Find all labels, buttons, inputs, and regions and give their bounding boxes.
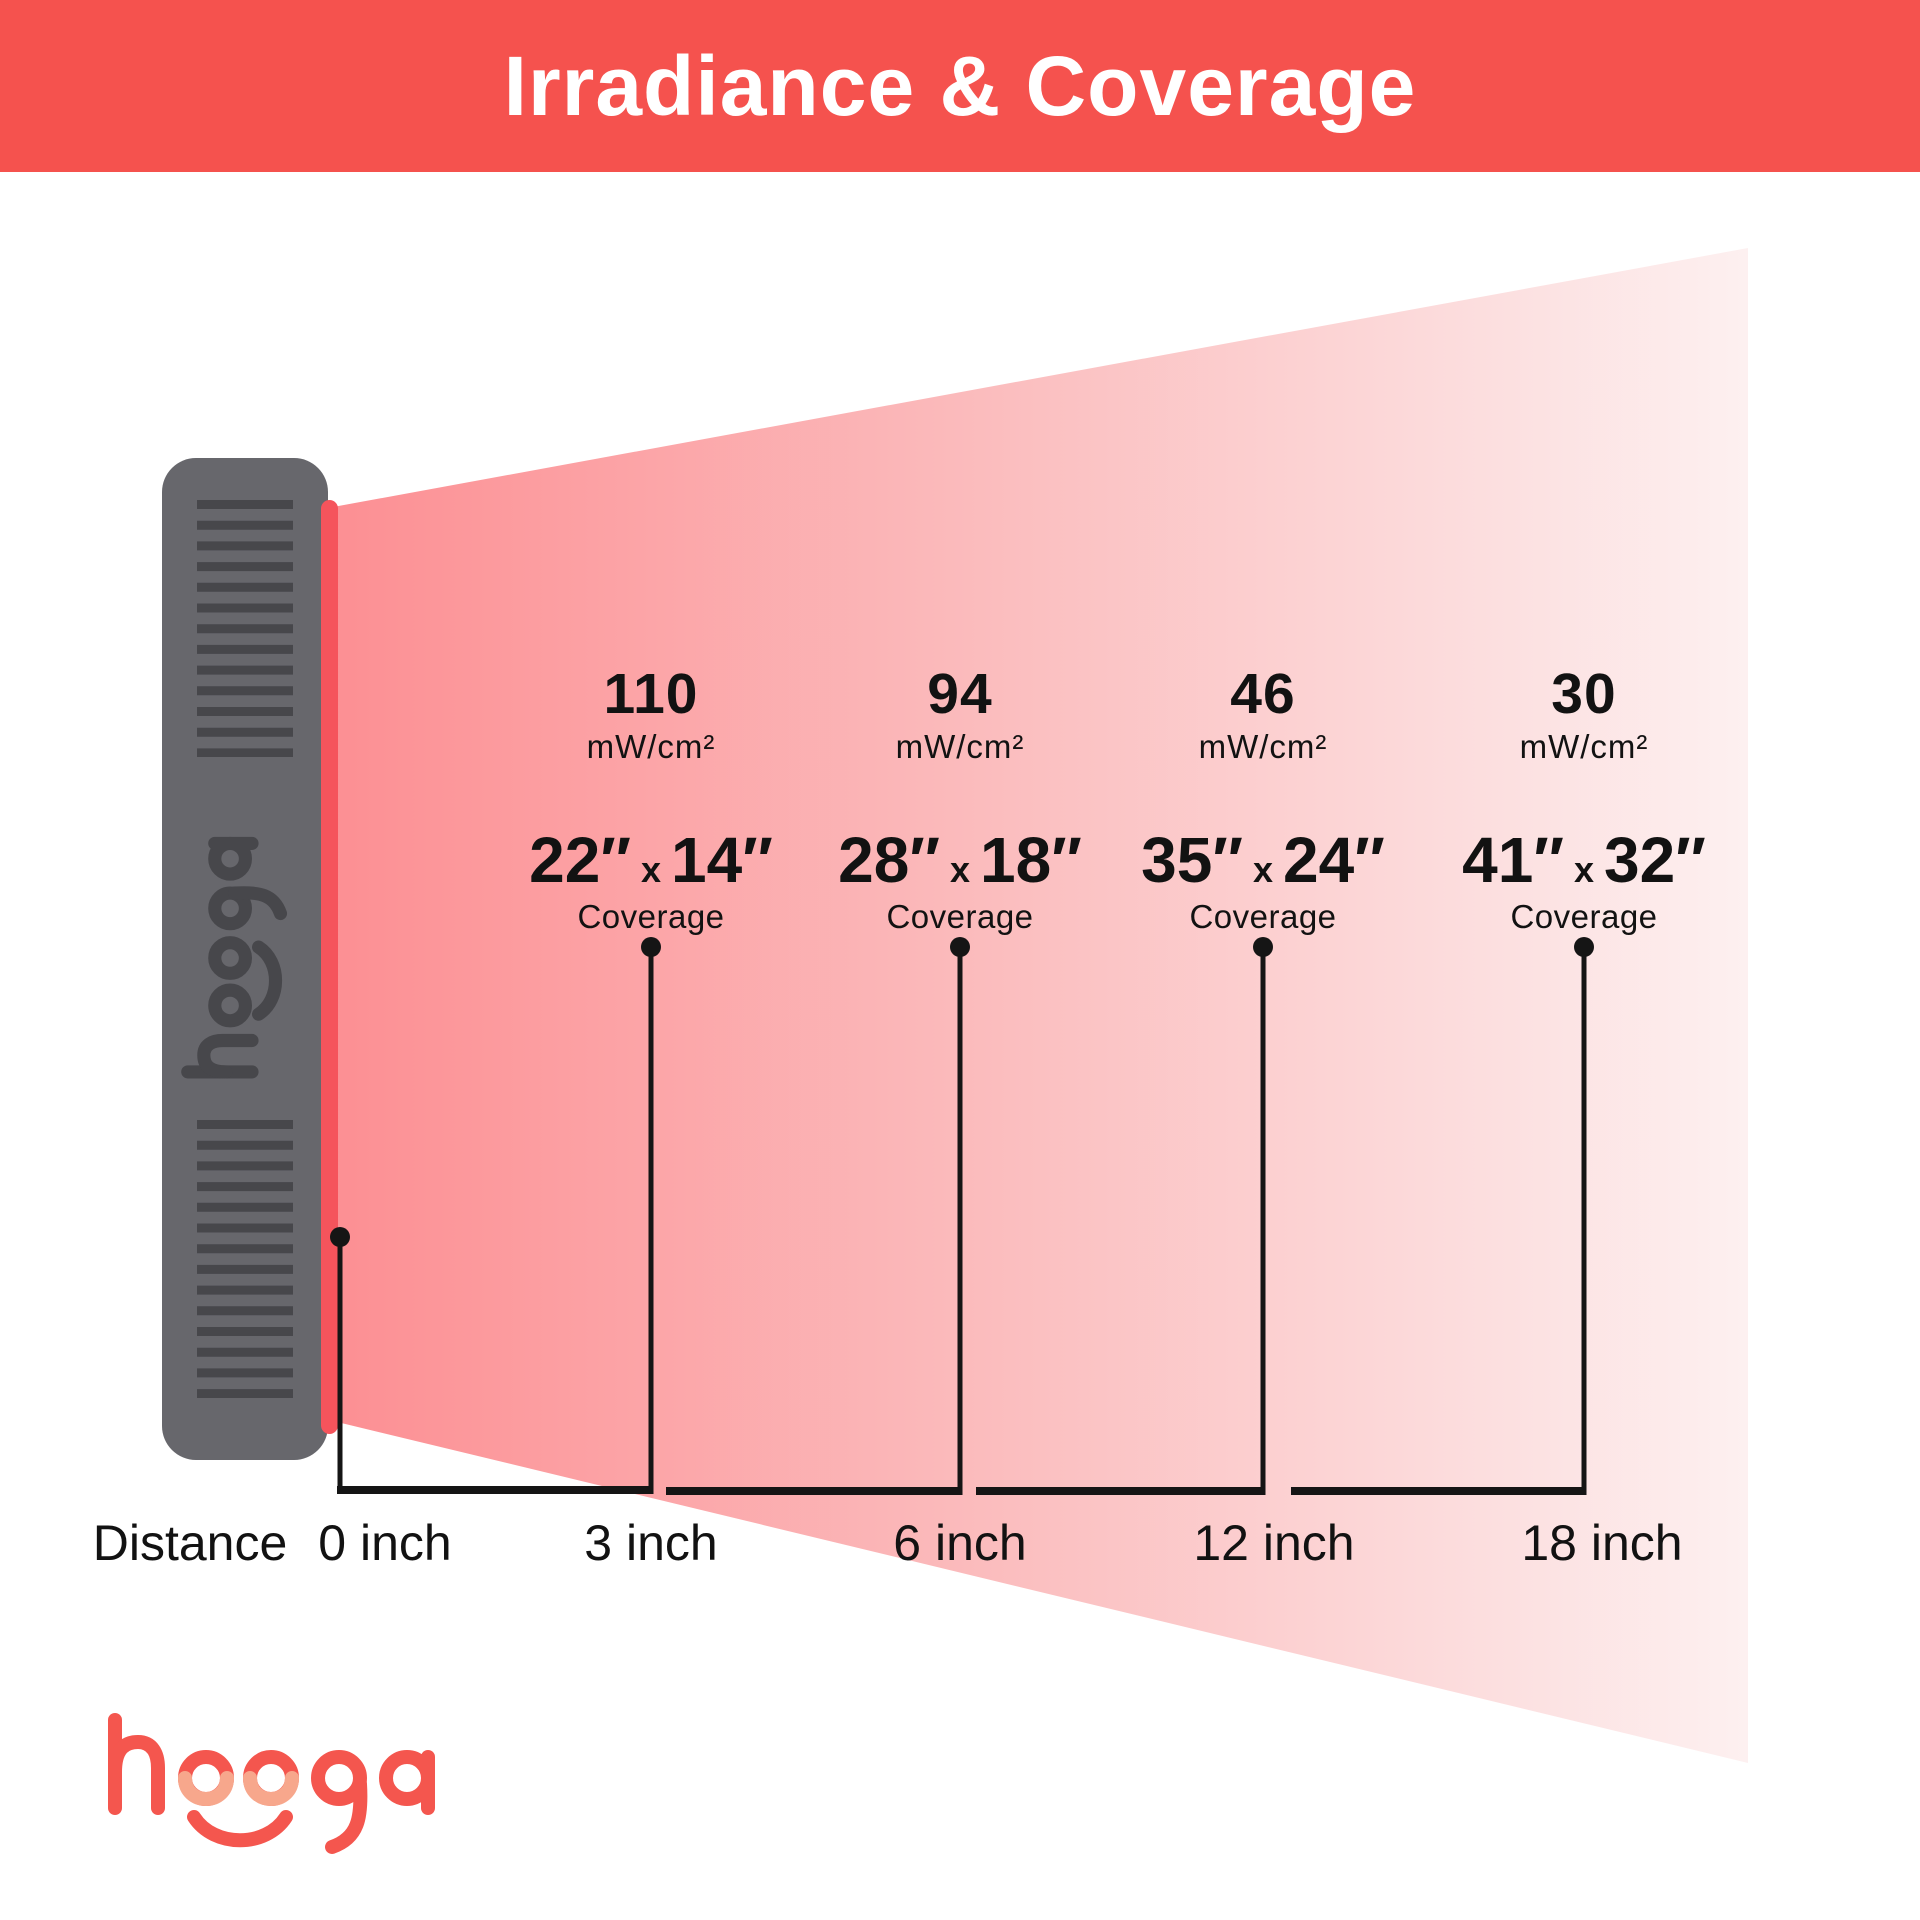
coverage-label: Coverage [1189, 897, 1337, 935]
distance-tick-12inch: 12 inch [1193, 1515, 1355, 1571]
device-hooga-logo [181, 836, 288, 1079]
logo-letter-o1 [208, 983, 252, 1028]
irradiance-value: 30 [1551, 662, 1617, 726]
irradiance-value: 110 [603, 662, 699, 726]
coverage-width: 41″ [1462, 824, 1564, 897]
dimension-separator: x [1573, 849, 1595, 891]
logo-letter-o2 [208, 936, 252, 980]
dimension-separator: x [949, 849, 971, 891]
logo-letter-g-tail [227, 886, 288, 921]
column-6inch: 94 mW/cm² 28″ x 18″ Coverage [780, 662, 1140, 936]
marker-dot-12inch [1253, 937, 1273, 957]
irradiance-unit: mW/cm² [895, 727, 1025, 765]
irradiance-unit: mW/cm² [1198, 727, 1328, 765]
coverage-dimensions: 22″ x 14″ [471, 825, 831, 895]
marker-dot-6inch [950, 937, 970, 957]
coverage-dimensions: 35″ x 24″ [1083, 825, 1443, 895]
column-18inch: 30 mW/cm² 41″ x 32″ Coverage [1404, 662, 1764, 936]
header-banner: Irradiance & Coverage [0, 0, 1920, 172]
coverage-width: 28″ [838, 824, 940, 897]
page-title: Irradiance & Coverage [503, 38, 1417, 133]
coverage-height: 14″ [671, 824, 773, 897]
marker-dot-3inch [641, 937, 661, 957]
logo-letter-o1-accent [178, 1771, 234, 1806]
logo-smile [187, 1810, 293, 1848]
distance-axis-label: Distance [92, 1515, 288, 1571]
logo-smile [252, 940, 283, 1021]
coverage-label: Coverage [577, 897, 725, 935]
logo-letter-o2-accent [243, 1771, 299, 1806]
coverage-label: Coverage [886, 897, 1034, 935]
column-3inch: 110 mW/cm² 22″ x 14″ Coverage [471, 662, 831, 936]
coverage-label: Coverage [1510, 897, 1658, 935]
coverage-height: 32″ [1604, 824, 1706, 897]
light-beam [333, 248, 1748, 1763]
irradiance-value: 94 [927, 662, 993, 726]
coverage-dimensions: 28″ x 18″ [780, 825, 1140, 895]
footer-hooga-logo [108, 1713, 435, 1854]
irradiance-unit: mW/cm² [1519, 727, 1649, 765]
distance-tick-0inch: 0 inch [318, 1515, 452, 1571]
logo-letter-h-bowl [108, 1734, 165, 1815]
coverage-dimensions: 41″ x 32″ [1404, 825, 1764, 895]
distance-tick-18inch: 18 inch [1521, 1515, 1683, 1571]
measurement-lines [330, 937, 1594, 1495]
marker-dot-18inch [1574, 937, 1594, 957]
coverage-width: 35″ [1141, 824, 1243, 897]
device-light-strip [321, 500, 338, 1434]
therapy-panel-device [162, 458, 338, 1460]
coverage-height: 18″ [980, 824, 1082, 897]
dimension-separator: x [640, 849, 662, 891]
irradiance-value: 46 [1230, 662, 1296, 726]
dimension-separator: x [1252, 849, 1274, 891]
coverage-width: 22″ [529, 824, 631, 897]
distance-tick-6inch: 6 inch [893, 1515, 1027, 1571]
logo-letter-h-bowl [197, 1033, 259, 1079]
column-12inch: 46 mW/cm² 35″ x 24″ Coverage [1083, 662, 1443, 936]
logo-letter-g-tail [325, 1777, 368, 1854]
coverage-height: 24″ [1283, 824, 1385, 897]
irradiance-unit: mW/cm² [586, 727, 716, 765]
distance-tick-3inch: 3 inch [584, 1515, 718, 1571]
